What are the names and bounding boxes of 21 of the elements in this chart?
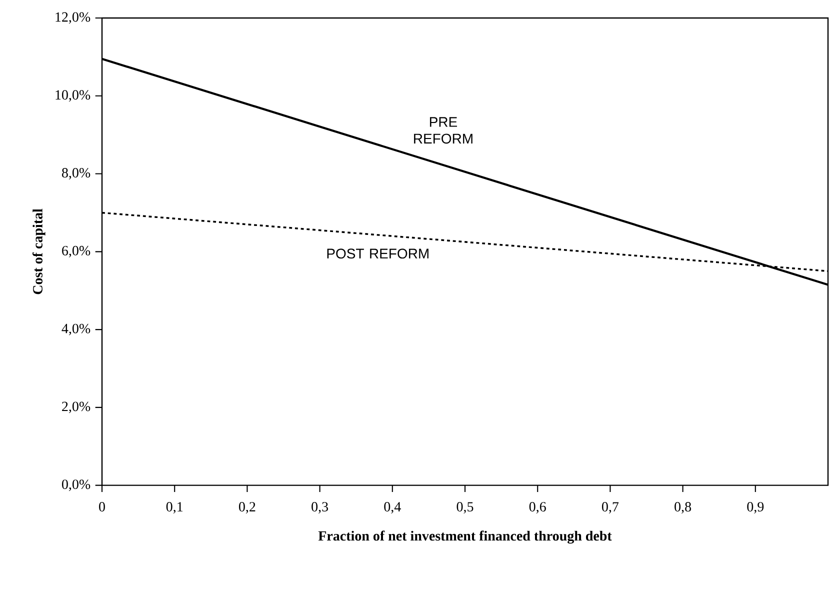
x-axis-title: Fraction of net investment financed through debt — [318, 530, 612, 544]
y-tick-label: 10,0% — [56, 90, 90, 102]
y-tick-label: 4,0% — [62, 324, 90, 336]
x-tick-label: 0,9 — [747, 502, 764, 514]
x-tick-label: 0,6 — [529, 502, 546, 514]
y-tick-label: 2,0% — [62, 402, 90, 414]
x-tick-label: 0,1 — [166, 502, 183, 514]
y-tick-label: 8,0% — [62, 168, 90, 180]
x-tick-label: 0,8 — [674, 502, 692, 514]
y-tick-label: 0,0% — [62, 480, 90, 492]
x-tick-label: 0,2 — [238, 502, 256, 514]
x-tick-label: 0,3 — [312, 502, 328, 514]
x-tick-label: 0,4 — [384, 502, 401, 514]
x-tick-label: 0 — [99, 502, 105, 512]
y-tick-label: 6,0% — [62, 246, 90, 258]
series-label: POST REFORM — [327, 248, 428, 259]
x-tick-label: 0,7 — [602, 502, 619, 514]
x-tick-label: 0,5 — [456, 502, 474, 514]
y-tick-label: 12,0% — [56, 12, 90, 24]
series-label: PRE REFORM — [414, 117, 472, 144]
y-axis-title: Cost of capital — [32, 208, 46, 294]
